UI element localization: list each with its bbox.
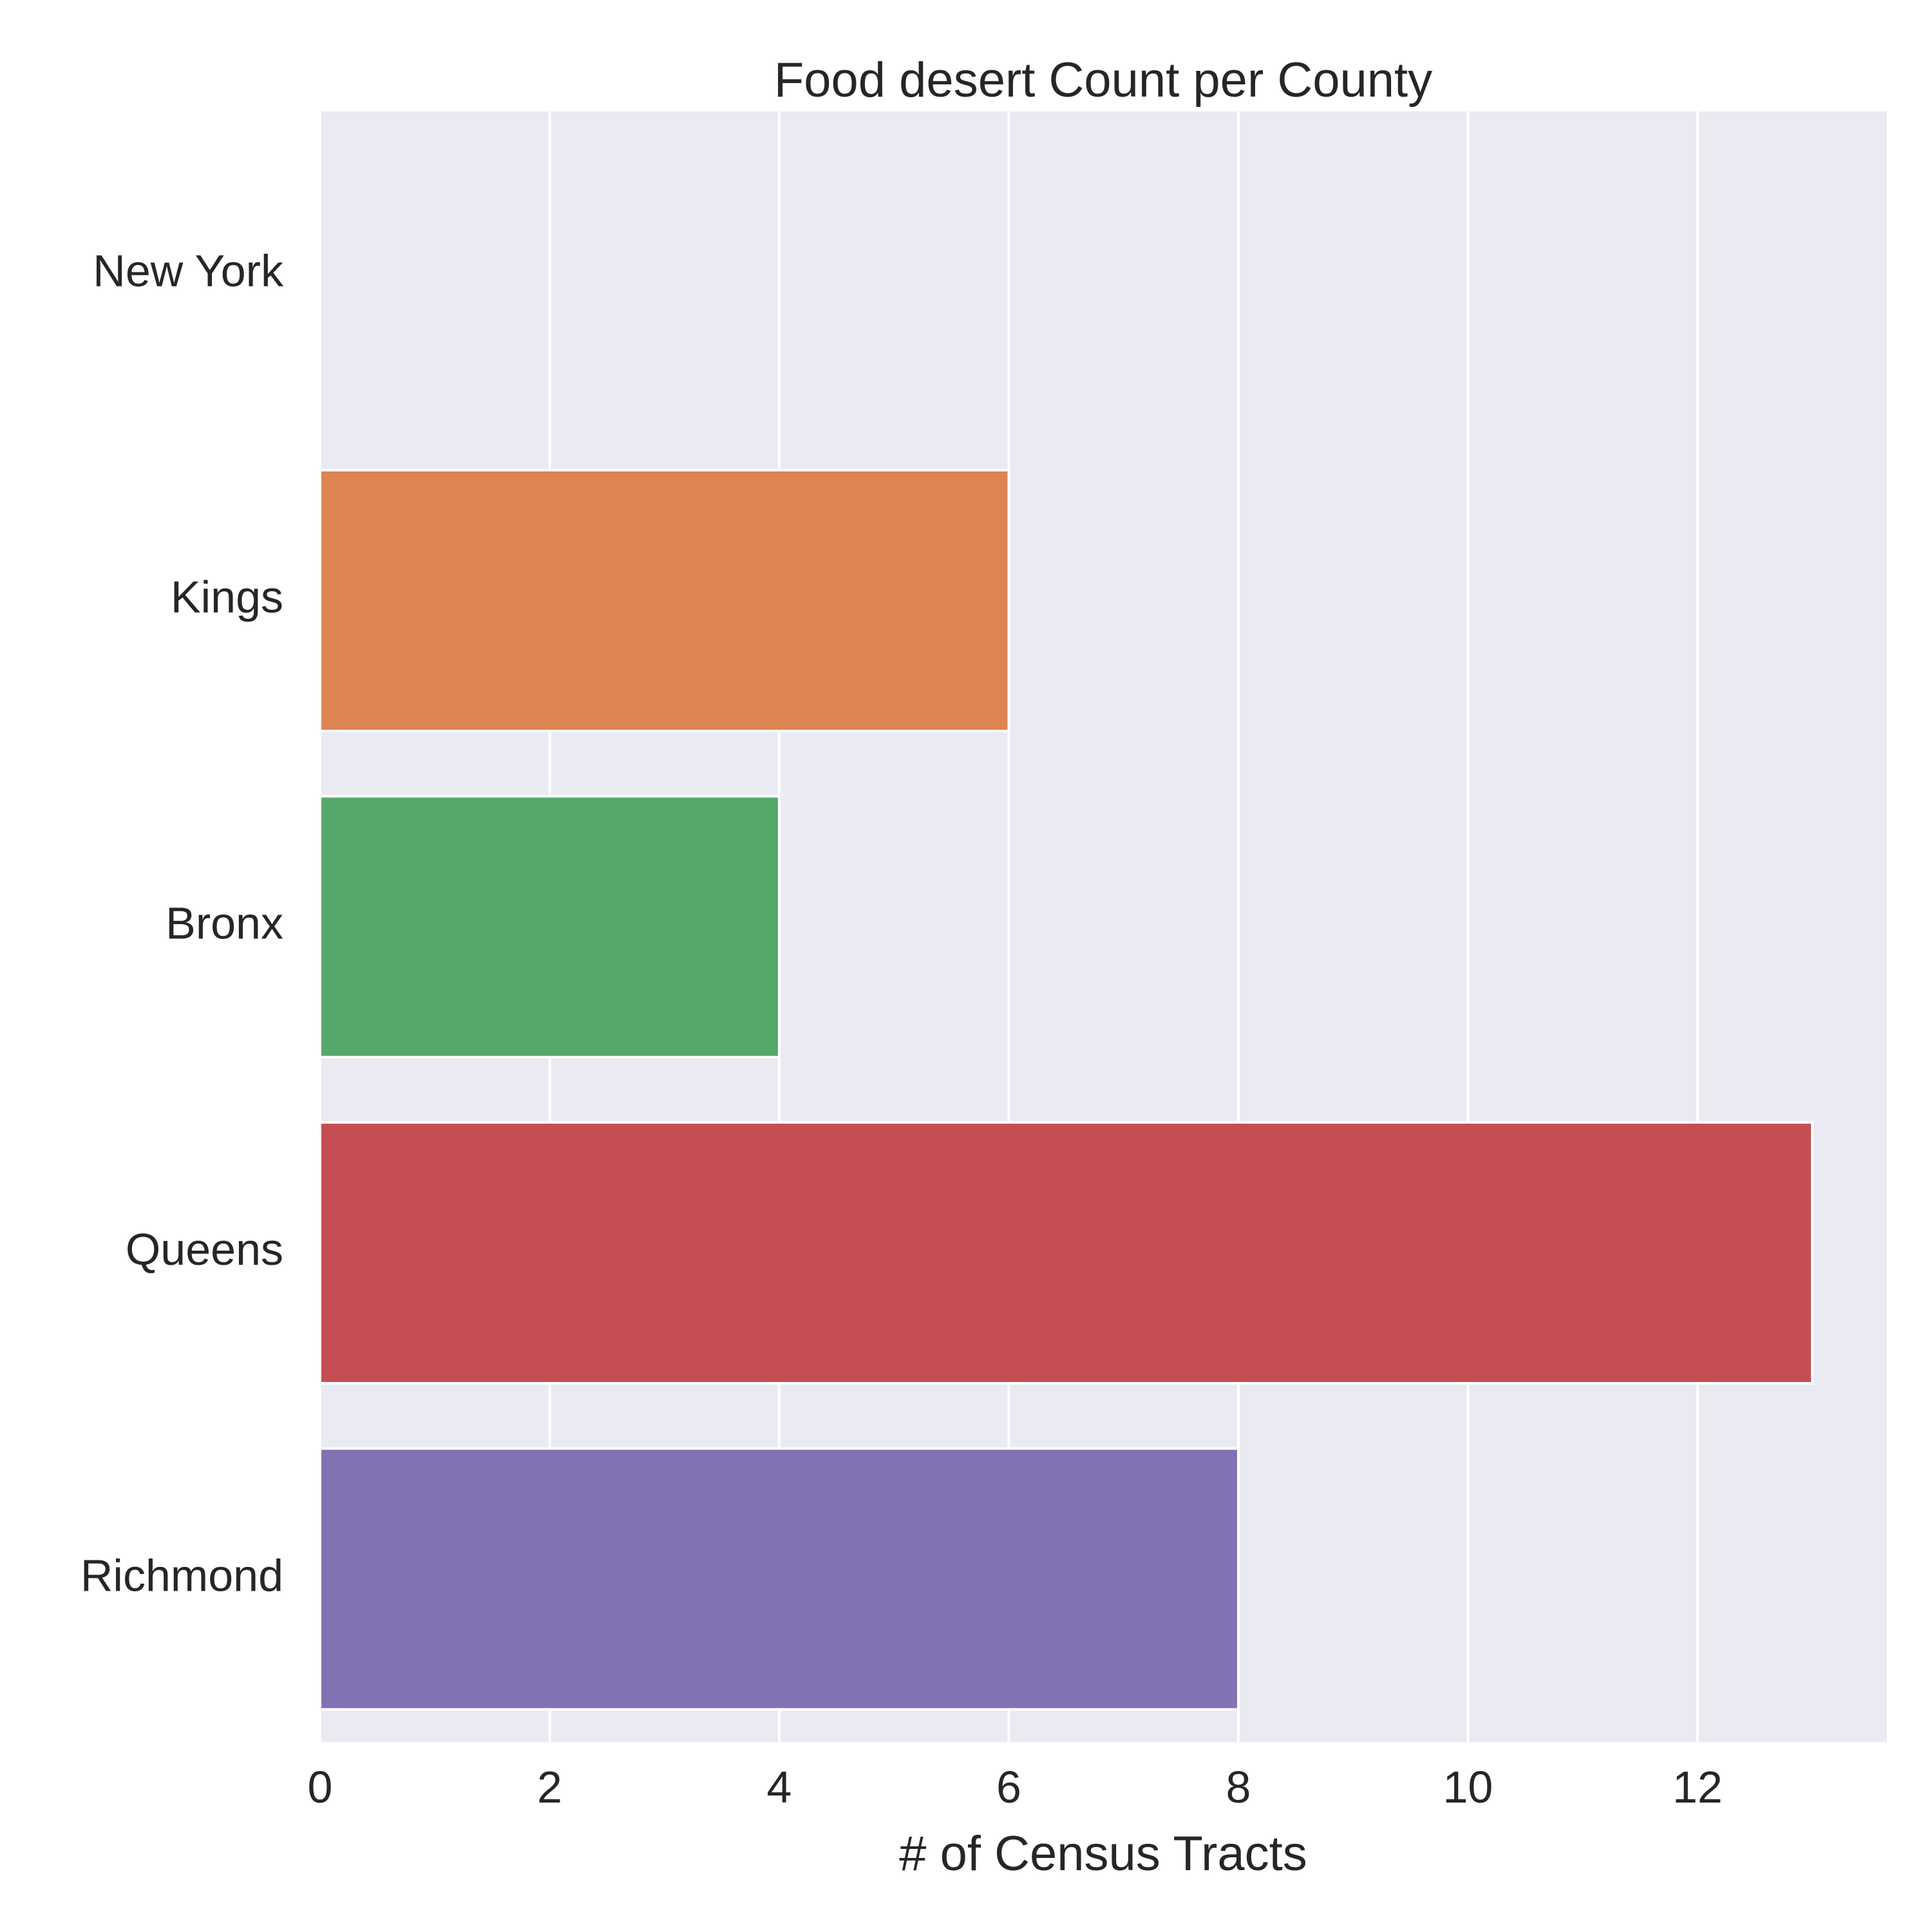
y-tick-label: Kings <box>171 572 283 622</box>
x-tick-label: 12 <box>1672 1762 1723 1812</box>
x-tick-label: 6 <box>996 1762 1021 1812</box>
bar-richmond <box>319 1447 1240 1711</box>
y-tick-label: New York <box>93 246 284 296</box>
bar-bronx <box>319 795 781 1059</box>
y-tick-label: Bronx <box>166 898 283 948</box>
x-tick-labels: 0 2 4 6 8 10 12 <box>308 1762 1723 1812</box>
x-tick-label: 10 <box>1443 1762 1493 1812</box>
bars <box>319 469 1814 1711</box>
y-tick-label: Richmond <box>80 1550 283 1600</box>
x-tick-label: 0 <box>308 1762 333 1812</box>
x-tick-label: 8 <box>1226 1762 1251 1812</box>
bar-queens <box>319 1121 1814 1385</box>
x-tick-label: 4 <box>766 1762 791 1812</box>
chart-title: Food desert Count per County <box>774 53 1432 108</box>
x-tick-label: 2 <box>537 1762 562 1812</box>
x-axis-label: # of Census Tracts <box>899 1826 1307 1881</box>
y-tick-label: Queens <box>126 1224 283 1274</box>
bar-kings <box>319 469 1010 733</box>
y-tick-labels: New York Kings Bronx Queens Richmond <box>80 246 284 1601</box>
